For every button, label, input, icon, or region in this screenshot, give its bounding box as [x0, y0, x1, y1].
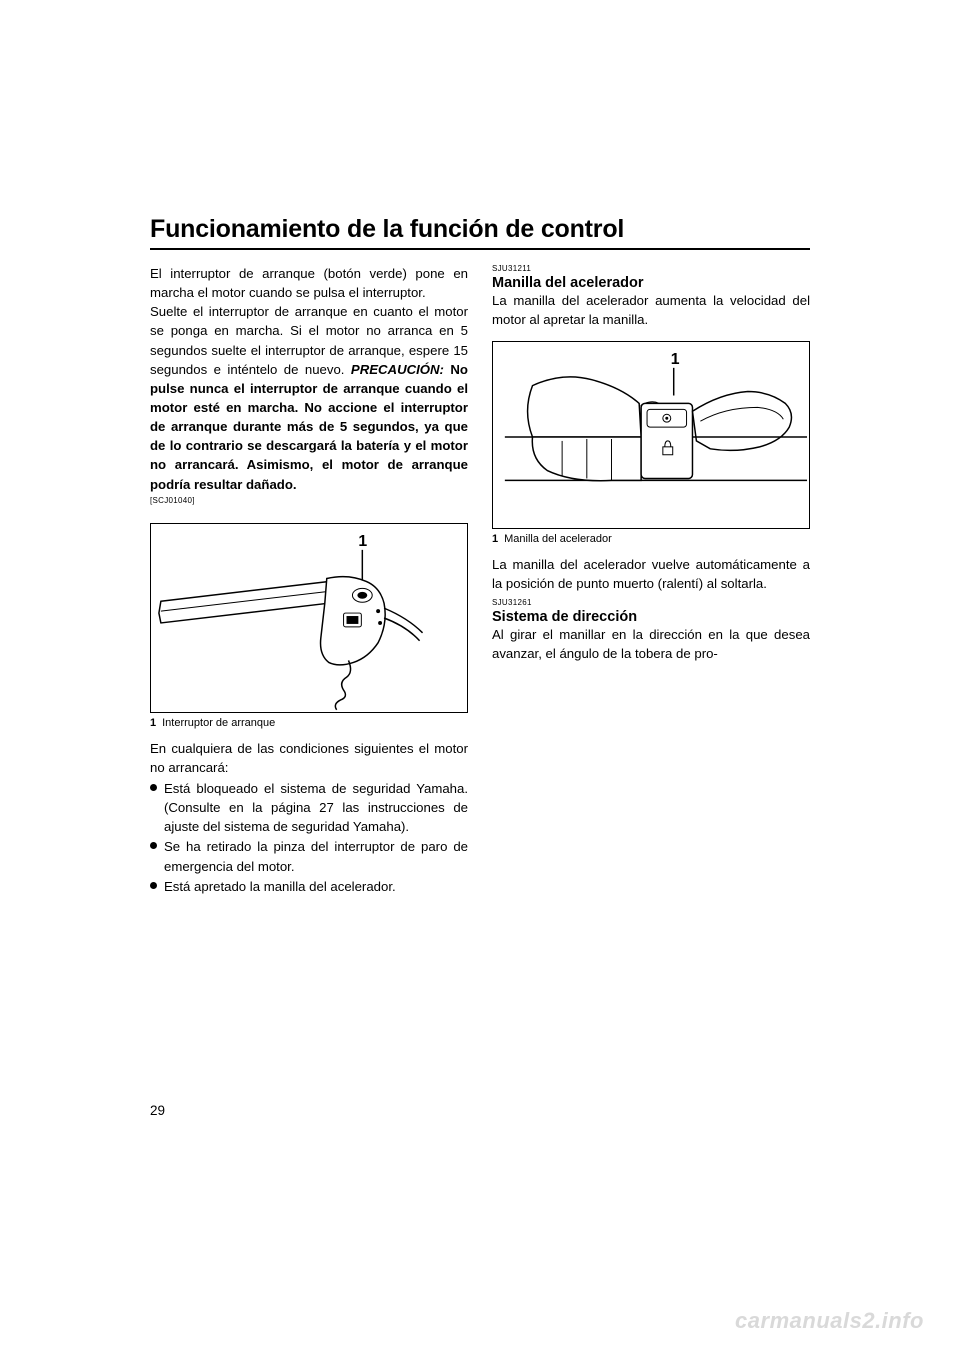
conditions-list: Está bloqueado el sistema de seguridad Y… [150, 779, 468, 896]
left-para-1: El interruptor de arranque (botón verde)… [150, 264, 468, 302]
left-column: El interruptor de arranque (botón verde)… [150, 264, 468, 897]
right-para-2: La manilla del acelerador vuelve automát… [492, 555, 810, 593]
ref-code-3: SJU31261 [492, 598, 810, 607]
figure-2-caption: 1 Manilla del acelerador [492, 533, 810, 545]
svg-text:1: 1 [671, 351, 680, 368]
left-para-3: En cualquiera de las condiciones siguien… [150, 739, 468, 777]
caution-label: PRECAUCIÓN: [351, 362, 444, 377]
figure-throttle-lever: 1 [492, 341, 810, 529]
page-number: 29 [150, 1103, 165, 1118]
svg-text:1: 1 [358, 533, 367, 550]
two-column-layout: El interruptor de arranque (botón verde)… [150, 264, 810, 897]
figure-1-caption-num: 1 [150, 717, 156, 729]
figure-2-caption-num: 1 [492, 533, 498, 545]
right-para-1: La manilla del acelerador aumenta la vel… [492, 291, 810, 329]
watermark: carmanuals2.info [735, 1308, 924, 1334]
list-item: Está bloqueado el sistema de seguridad Y… [150, 779, 468, 836]
heading-throttle: Manilla del acelerador [492, 275, 810, 291]
page-title: Funcionamiento de la función de control [150, 215, 624, 243]
list-item: Está apretado la manilla del acelerador. [150, 877, 468, 896]
page-title-block: Funcionamiento de la función de control [150, 215, 810, 250]
figure-start-switch: 1 [150, 523, 468, 713]
figure-1-caption-text: Interruptor de arranque [162, 717, 275, 729]
figure-2-caption-text: Manilla del acelerador [504, 533, 612, 545]
left-para-2: Suelte el interruptor de arranque en cua… [150, 302, 468, 493]
left-para-2-bold: No pulse nunca el interruptor de arranqu… [150, 362, 468, 492]
ref-code-1: [SCJ01040] [150, 496, 468, 505]
right-column: SJU31211 Manilla del acelerador La manil… [492, 264, 810, 897]
heading-steering: Sistema de dirección [492, 609, 810, 625]
ref-code-2: SJU31211 [492, 264, 810, 273]
figure-1-caption: 1 Interruptor de arranque [150, 717, 468, 729]
list-item: Se ha retirado la pinza del interruptor … [150, 837, 468, 875]
right-para-3: Al girar el manillar en la dirección en … [492, 625, 810, 663]
